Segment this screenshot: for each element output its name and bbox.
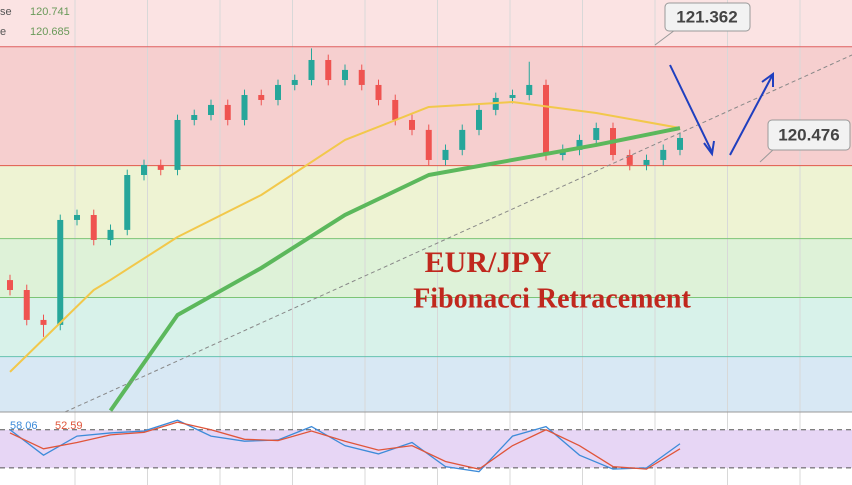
candle-body	[124, 174, 131, 230]
callout-label: 120.476	[778, 125, 839, 144]
candle-body	[576, 139, 583, 150]
candle-body	[476, 109, 482, 130]
candle-body	[643, 159, 650, 165]
candle-body	[208, 104, 214, 116]
fib-zone	[0, 238, 852, 298]
candle-body	[7, 280, 13, 291]
osc-label: 52.59	[55, 420, 83, 432]
legend-label: e	[0, 26, 6, 38]
candle-body	[509, 95, 516, 98]
moving-average	[9, 100, 681, 373]
candle-body	[526, 84, 533, 96]
osc-label: 58.06	[10, 420, 38, 432]
candle-body	[74, 214, 80, 220]
candle-body	[660, 149, 667, 160]
osc-line	[9, 421, 681, 470]
callout-pointer	[654, 29, 676, 46]
chart-title: EUR/JPY	[425, 246, 552, 279]
candle-body	[141, 164, 147, 175]
moving-average	[108, 126, 681, 412]
candle-body	[342, 69, 348, 80]
arrow-up	[729, 75, 773, 156]
candle-body	[23, 290, 30, 320]
candle-body	[392, 99, 399, 120]
candle-body	[291, 79, 298, 85]
callout-box	[664, 2, 751, 32]
arrow-down	[669, 64, 713, 153]
callout-box	[767, 119, 851, 151]
callout-label: 121.362	[676, 7, 737, 26]
candle-body	[174, 119, 181, 170]
candle-body	[358, 69, 365, 85]
candle-body	[258, 95, 265, 100]
candle-body	[442, 149, 449, 160]
candle-body	[459, 129, 466, 150]
fib-zone	[0, 297, 852, 357]
osc-line	[9, 419, 681, 473]
osc-band	[0, 429, 852, 468]
candle-body	[275, 84, 281, 100]
candle-body	[90, 214, 97, 240]
candle-body	[325, 59, 332, 80]
candle-body	[57, 219, 64, 325]
arrow-head	[761, 72, 774, 87]
candle-body	[241, 95, 248, 120]
candle-body	[308, 59, 315, 80]
arrow-head	[703, 140, 715, 157]
candle-body	[425, 129, 432, 160]
legend-label: se	[0, 6, 12, 18]
candle-body	[157, 164, 164, 170]
candle-body	[191, 115, 198, 120]
candle-body	[375, 84, 382, 100]
candle-body	[40, 319, 47, 325]
legend-value: 120.685	[30, 26, 70, 38]
chart-subtitle: Fibonacci Retracement	[413, 283, 691, 314]
candle-body	[593, 128, 600, 140]
candle-body	[543, 84, 549, 156]
legend-value: 120.741	[30, 6, 70, 18]
candle-body	[626, 155, 633, 165]
candle-body	[224, 104, 231, 120]
candle-body	[409, 119, 415, 130]
arrows	[669, 64, 774, 157]
candle-body	[677, 137, 683, 150]
candle-body	[107, 229, 114, 240]
